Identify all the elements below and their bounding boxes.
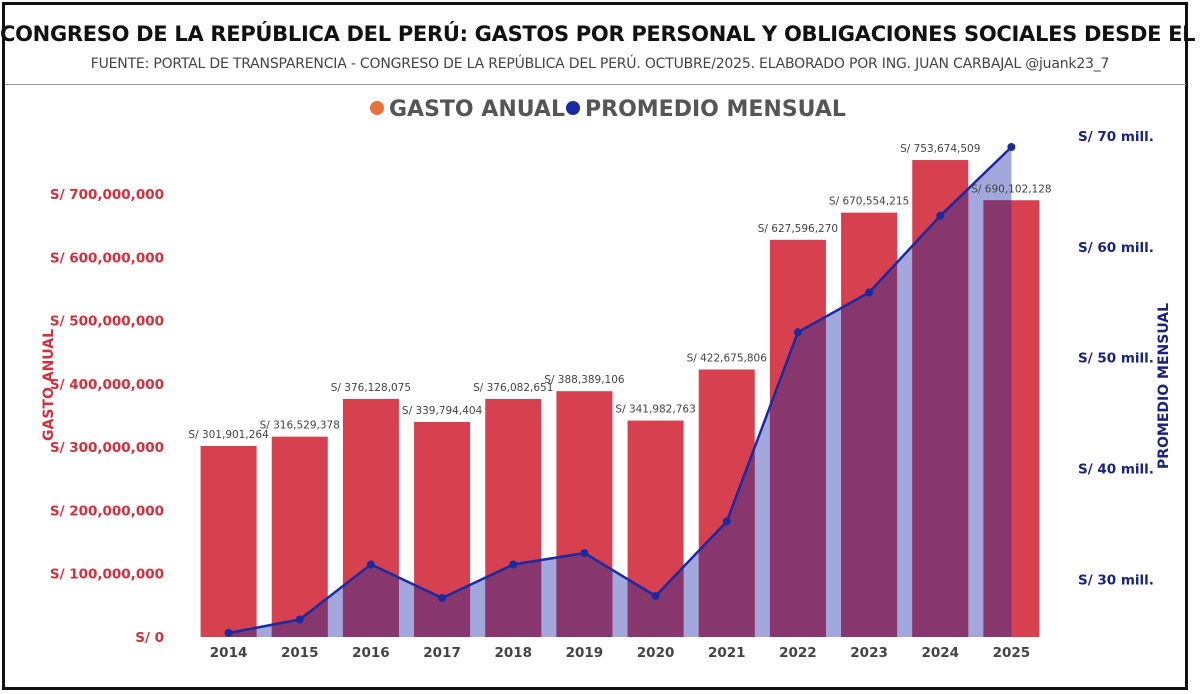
x-tick-2024: 2024 [921, 645, 959, 661]
bar-label-2020: S/ 341,982,763 [615, 404, 695, 416]
y-left-tick-7: S/ 700,000,000 [50, 187, 164, 203]
x-tick-2014: 2014 [210, 645, 248, 661]
x-tick-2020: 2020 [637, 645, 675, 661]
chart-subtitle: FUENTE: PORTAL DE TRANSPARENCIA - CONGRE… [90, 56, 1110, 72]
line-point-2023 [865, 288, 874, 297]
bar-2014 [200, 445, 257, 637]
legend-label-gasto-anual: GASTO ANUAL [389, 97, 565, 122]
bar-overlap-2024 [912, 160, 969, 637]
y-right-tick-1: S/ 40 mill. [1078, 462, 1154, 478]
y-right-tick-0: S/ 30 mill. [1078, 572, 1154, 588]
y-left-tick-2: S/ 200,000,000 [50, 503, 164, 519]
y-left-tick-4: S/ 400,000,000 [50, 377, 164, 393]
bar-label-2018: S/ 376,082,651 [473, 382, 553, 394]
y-axis-right-title: PROMEDIO MENSUAL [1156, 303, 1172, 469]
x-tick-2025: 2025 [993, 645, 1031, 661]
line-point-2025 [1007, 143, 1016, 151]
y-left-tick-3: S/ 300,000,000 [50, 440, 164, 456]
y-right-tick-3: S/ 60 mill. [1078, 240, 1154, 256]
legend-label-promedio-mensual: PROMEDIO MENSUAL [585, 97, 846, 122]
line-point-2021 [722, 517, 731, 526]
line-point-2016 [366, 560, 375, 569]
line-point-2022 [793, 328, 802, 337]
line-point-2014 [224, 629, 233, 637]
y-left-tick-6: S/ 600,000,000 [50, 250, 164, 266]
x-tick-2018: 2018 [494, 645, 532, 661]
bar-label-2022: S/ 627,596,270 [758, 223, 838, 235]
chart-title: CONGRESO DE LA REPÚBLICA DEL PERÚ: GASTO… [0, 22, 1200, 46]
bar-label-2019: S/ 388,389,106 [544, 374, 625, 386]
x-tick-2017: 2017 [423, 645, 461, 661]
line-point-2019 [580, 549, 589, 558]
y-right-tick-2: S/ 50 mill. [1078, 351, 1154, 367]
x-tick-2023: 2023 [850, 645, 888, 661]
x-tick-2015: 2015 [281, 645, 319, 661]
legend: GASTO ANUAL PROMEDIO MENSUAL [370, 97, 846, 122]
bar-overlap-2025 [983, 200, 1012, 637]
line-point-2020 [651, 591, 660, 600]
bar-label-2015: S/ 316,529,378 [260, 420, 340, 432]
x-tick-2019: 2019 [566, 645, 604, 661]
y-left-tick-5: S/ 500,000,000 [50, 314, 164, 330]
legend-dot-promedio-mensual [566, 101, 580, 115]
y-left-tick-0: S/ 0 [135, 630, 164, 646]
bar-label-2023: S/ 670,554,215 [829, 196, 909, 208]
y-right-tick-4: S/ 70 mill. [1078, 129, 1154, 145]
x-tick-2016: 2016 [352, 645, 390, 661]
x-tick-2022: 2022 [779, 645, 817, 661]
promedio-mensual-line [228, 146, 1013, 635]
legend-dot-gasto-anual [370, 101, 384, 115]
bar-label-2017: S/ 339,794,404 [402, 405, 483, 417]
line-point-2018 [509, 560, 518, 569]
line-point-2015 [295, 615, 304, 624]
line-point-2017 [438, 594, 447, 603]
x-tick-2021: 2021 [708, 645, 746, 661]
y-axis-left-title: GASTO ANUAL [41, 329, 57, 441]
bar-label-2014: S/ 301,901,264 [188, 429, 269, 441]
bar-label-2025: S/ 690,102,128 [971, 183, 1051, 195]
y-left-tick-1: S/ 100,000,000 [50, 567, 164, 583]
bar-label-2016: S/ 376,128,075 [331, 382, 411, 394]
bar-label-2024: S/ 753,674,509 [900, 143, 980, 155]
bar-label-2021: S/ 422,675,806 [687, 353, 768, 365]
header-divider [5, 84, 1186, 85]
line-point-2024 [936, 211, 945, 220]
